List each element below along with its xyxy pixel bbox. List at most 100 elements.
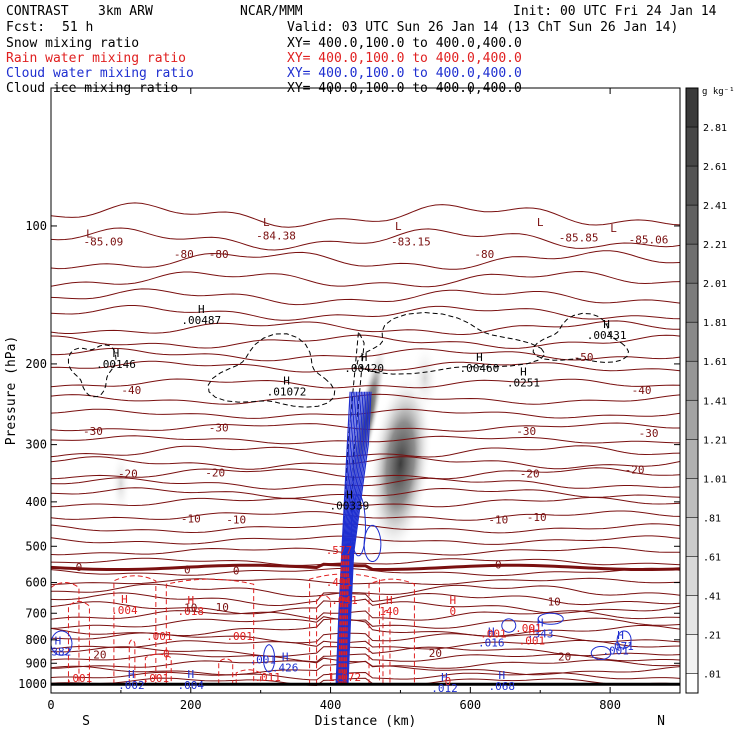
- isotherm-label: 20: [93, 649, 106, 662]
- cloud-water-updraft-contour: [346, 391, 371, 685]
- isotherm-label: -80: [474, 248, 494, 261]
- x-tick-label: 0: [47, 698, 54, 712]
- x-tick-label: 800: [599, 698, 621, 712]
- high-marker: H: [603, 318, 610, 331]
- isotherm-label: -80: [209, 248, 229, 261]
- rain-water-contour: [128, 639, 136, 685]
- high-marker: H: [537, 616, 544, 629]
- high-marker: H: [121, 593, 128, 606]
- snow-left-shading: [110, 451, 131, 516]
- isotherm-label: 10: [216, 601, 229, 614]
- high-marker: H: [617, 629, 624, 642]
- high-marker: H: [529, 624, 536, 637]
- colorbar-swatch: [686, 478, 698, 518]
- agency-label: NCAR/MMM: [240, 4, 303, 19]
- y-tick-label: 900: [25, 656, 47, 670]
- colorbar-swatch: [686, 400, 698, 440]
- extremum-value: .004: [178, 679, 205, 692]
- model-label: 3km ARW: [98, 4, 153, 19]
- isotherm-line: [51, 347, 680, 362]
- cloud-water-updraft-contour: [336, 391, 353, 685]
- contour-label: 0: [163, 648, 170, 661]
- isotherm-label: 10: [548, 596, 561, 609]
- high-marker: H: [450, 594, 457, 607]
- colorbar-swatch: [686, 361, 698, 401]
- y-tick-label: 600: [25, 576, 47, 590]
- fcst-label: Fcst:: [6, 20, 46, 35]
- colorbar-label: .61: [703, 552, 721, 563]
- legend-cloud-water: Cloud water mixing ratio: [6, 66, 194, 81]
- colorbar-swatch: [686, 205, 698, 245]
- isotherm-line: [51, 360, 680, 373]
- high-marker: H: [361, 351, 368, 364]
- extremum-value: .343: [527, 627, 554, 640]
- high-marker: H: [187, 594, 194, 607]
- high-marker: H: [498, 669, 505, 682]
- isotherm-line: [51, 320, 680, 336]
- x-axis-title: Distance (km): [315, 714, 417, 729]
- cloud-water-updraft-contour: [340, 391, 359, 685]
- isotherm-label: -30: [639, 427, 659, 440]
- isotherm-line: [51, 305, 680, 321]
- colorbar-label: .21: [703, 630, 721, 641]
- y-tick-label: 400: [25, 495, 47, 509]
- cloud-water-contour: [537, 612, 564, 625]
- snow-core-shading: [369, 372, 432, 556]
- y-tick-label: 500: [25, 539, 47, 553]
- isotherm-line: [51, 671, 680, 681]
- extremum-value: 0: [450, 605, 457, 618]
- cloud-water-contour: [51, 630, 73, 656]
- colorbar-swatch: [686, 634, 698, 674]
- extremum-value: .00460: [460, 362, 500, 375]
- contour-label: .001: [143, 672, 170, 685]
- colorbar-label: 2.01: [703, 279, 727, 290]
- high-marker: H: [476, 351, 483, 364]
- extremum-value: .0251: [507, 377, 540, 390]
- cloud-water-updraft-contour: [347, 391, 372, 685]
- isotherm-label: -10: [226, 513, 246, 526]
- colorbar-label: 1.81: [703, 318, 727, 329]
- cloud-water-contour: [501, 618, 517, 633]
- colorbar-label: 1.21: [703, 435, 727, 446]
- extremum-value: .426: [272, 662, 299, 675]
- cloud-water-updraft-contour: [341, 391, 362, 685]
- cloud-water-updraft-contour: [345, 391, 369, 685]
- high-marker: H: [520, 366, 527, 379]
- cloud-water-updraft-contour: [335, 391, 351, 685]
- north-end-label: N: [657, 714, 665, 729]
- contour-label: .001: [515, 622, 542, 635]
- isotherm-line: [51, 497, 680, 508]
- isotherm-line: [51, 288, 680, 306]
- isotherm-label: 20: [429, 647, 442, 660]
- contour-label: .001: [226, 630, 253, 643]
- contour-label: .041: [331, 594, 358, 607]
- isotherm-label: -30: [83, 425, 103, 438]
- extremum-value: .002: [118, 679, 145, 692]
- contour-label: .001: [66, 672, 93, 685]
- cloud-water-contour: [590, 646, 612, 660]
- low-marker: L: [263, 216, 270, 229]
- colorbar-label: .81: [703, 513, 721, 524]
- colorbar-swatch: [686, 166, 698, 206]
- isotherm-label: -20: [118, 468, 138, 481]
- extremum-value: .00431: [587, 329, 627, 342]
- colorbar-label: 1.41: [703, 396, 727, 407]
- isotherm-label: -30: [209, 421, 229, 434]
- colorbar-label: 2.41: [703, 201, 727, 212]
- isotherm-line: [51, 334, 680, 349]
- isotherm-label: 0: [495, 559, 502, 572]
- isotherm-line: [51, 487, 680, 499]
- rain-water-contour: [382, 609, 391, 685]
- isotherm-label: -40: [121, 384, 141, 397]
- isotherm-line: [51, 583, 680, 598]
- isotherm-label: -40: [632, 384, 652, 397]
- colorbar-label: 1.61: [703, 357, 727, 368]
- isotherm-label: -85.09: [84, 235, 124, 248]
- isotherm-line: [51, 250, 680, 270]
- isotherm-label: -83.15: [391, 235, 431, 248]
- colorbar-swatch: [686, 127, 698, 167]
- isotherm-label: -80: [174, 248, 194, 261]
- snow-upper-shading: [410, 343, 439, 414]
- extremum-value: .016: [478, 637, 505, 650]
- cloud-ice-contour: [67, 344, 117, 398]
